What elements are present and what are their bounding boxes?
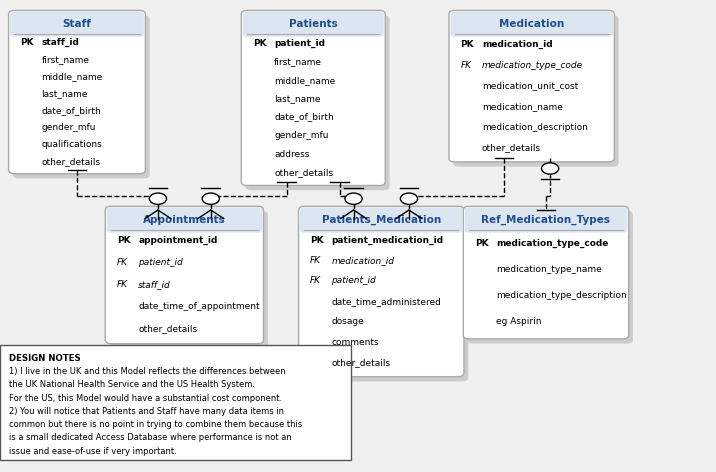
FancyBboxPatch shape bbox=[9, 10, 145, 174]
Text: issue and ease-of-use if very important.: issue and ease-of-use if very important. bbox=[9, 447, 177, 455]
Text: PK: PK bbox=[253, 39, 266, 48]
Text: date_of_birth: date_of_birth bbox=[42, 106, 101, 115]
Circle shape bbox=[345, 193, 362, 204]
Text: For the US, this Model would have a substantial cost component.: For the US, this Model would have a subs… bbox=[9, 394, 282, 403]
FancyBboxPatch shape bbox=[107, 207, 262, 233]
Text: medication_type_description: medication_type_description bbox=[496, 291, 627, 300]
Text: appointment_id: appointment_id bbox=[138, 236, 218, 245]
Text: patient_id: patient_id bbox=[332, 277, 377, 286]
Text: Patients_Medication: Patients_Medication bbox=[321, 215, 441, 225]
Text: medication_type_code: medication_type_code bbox=[482, 60, 583, 69]
Text: staff_id: staff_id bbox=[42, 38, 79, 47]
Circle shape bbox=[541, 163, 558, 174]
Text: medication_description: medication_description bbox=[482, 123, 588, 132]
Text: middle_name: middle_name bbox=[42, 72, 103, 81]
Text: staff_id: staff_id bbox=[138, 280, 171, 289]
Text: is a small dedicated Access Database where performance is not an: is a small dedicated Access Database whe… bbox=[9, 433, 292, 442]
Text: FK: FK bbox=[117, 280, 127, 289]
FancyBboxPatch shape bbox=[468, 211, 633, 344]
FancyBboxPatch shape bbox=[243, 11, 384, 37]
Text: 1) I live in the UK and this Model reflects the differences between: 1) I live in the UK and this Model refle… bbox=[9, 367, 286, 376]
Text: Ref_Medication_Types: Ref_Medication_Types bbox=[481, 215, 611, 225]
Text: date_of_birth: date_of_birth bbox=[274, 113, 334, 122]
Text: date_time_of_appointment: date_time_of_appointment bbox=[138, 303, 260, 312]
Text: Appointments: Appointments bbox=[143, 215, 226, 225]
Text: PK: PK bbox=[117, 236, 130, 245]
FancyBboxPatch shape bbox=[303, 211, 468, 381]
Text: first_name: first_name bbox=[42, 55, 90, 64]
Text: the UK National Health Service and the US Health System.: the UK National Health Service and the U… bbox=[9, 380, 256, 389]
Text: other_details: other_details bbox=[482, 143, 541, 152]
Text: common but there is no point in trying to combine them because this: common but there is no point in trying t… bbox=[9, 420, 303, 429]
Circle shape bbox=[202, 193, 219, 204]
FancyBboxPatch shape bbox=[0, 345, 351, 460]
FancyBboxPatch shape bbox=[10, 11, 144, 37]
Text: medication_id: medication_id bbox=[332, 256, 395, 265]
Text: FK: FK bbox=[117, 258, 127, 267]
Text: last_name: last_name bbox=[274, 94, 321, 103]
Text: PK: PK bbox=[310, 236, 324, 244]
Text: Patients: Patients bbox=[289, 19, 338, 29]
FancyBboxPatch shape bbox=[463, 206, 629, 339]
Text: date_time_administered: date_time_administered bbox=[332, 297, 441, 306]
Text: dosage: dosage bbox=[332, 317, 364, 326]
Text: gender_mfu: gender_mfu bbox=[42, 123, 96, 132]
Text: medication_name: medication_name bbox=[482, 102, 563, 111]
Text: patient_medication_id: patient_medication_id bbox=[332, 236, 444, 244]
Text: medication_type_name: medication_type_name bbox=[496, 265, 602, 274]
FancyBboxPatch shape bbox=[110, 211, 268, 348]
Text: other_details: other_details bbox=[42, 157, 101, 166]
FancyBboxPatch shape bbox=[465, 207, 627, 233]
Text: Medication: Medication bbox=[499, 19, 564, 29]
Text: Staff: Staff bbox=[62, 19, 92, 29]
FancyBboxPatch shape bbox=[449, 10, 614, 162]
Text: last_name: last_name bbox=[42, 89, 88, 98]
Text: first_name: first_name bbox=[274, 57, 322, 66]
Text: eg Aspirin: eg Aspirin bbox=[496, 318, 542, 327]
Text: DESIGN NOTES: DESIGN NOTES bbox=[9, 354, 81, 363]
Text: PK: PK bbox=[475, 238, 488, 247]
Text: medication_unit_cost: medication_unit_cost bbox=[482, 81, 578, 90]
Text: other_details: other_details bbox=[138, 324, 198, 333]
Circle shape bbox=[150, 193, 167, 204]
FancyBboxPatch shape bbox=[450, 11, 613, 37]
Circle shape bbox=[400, 193, 417, 204]
Text: qualifications: qualifications bbox=[42, 140, 102, 149]
FancyBboxPatch shape bbox=[246, 15, 390, 190]
Text: medication_id: medication_id bbox=[482, 40, 553, 49]
Text: other_details: other_details bbox=[332, 358, 391, 367]
Text: comments: comments bbox=[332, 338, 379, 347]
Text: gender_mfu: gender_mfu bbox=[274, 131, 329, 140]
Text: PK: PK bbox=[460, 40, 474, 49]
Text: address: address bbox=[274, 150, 309, 159]
Text: patient_id: patient_id bbox=[274, 39, 325, 48]
FancyBboxPatch shape bbox=[300, 207, 463, 233]
FancyBboxPatch shape bbox=[13, 15, 150, 178]
Text: FK: FK bbox=[460, 60, 471, 69]
FancyBboxPatch shape bbox=[241, 10, 385, 185]
Text: PK: PK bbox=[20, 38, 34, 47]
Text: FK: FK bbox=[310, 256, 321, 265]
Text: FK: FK bbox=[310, 277, 321, 286]
Text: medication_type_code: medication_type_code bbox=[496, 238, 609, 248]
Text: other_details: other_details bbox=[274, 168, 334, 177]
FancyBboxPatch shape bbox=[299, 206, 464, 377]
Text: 2) You will notice that Patients and Staff have many data items in: 2) You will notice that Patients and Sta… bbox=[9, 407, 284, 416]
Text: patient_id: patient_id bbox=[138, 258, 183, 267]
FancyBboxPatch shape bbox=[105, 206, 263, 344]
FancyBboxPatch shape bbox=[453, 15, 619, 167]
Text: middle_name: middle_name bbox=[274, 76, 336, 84]
